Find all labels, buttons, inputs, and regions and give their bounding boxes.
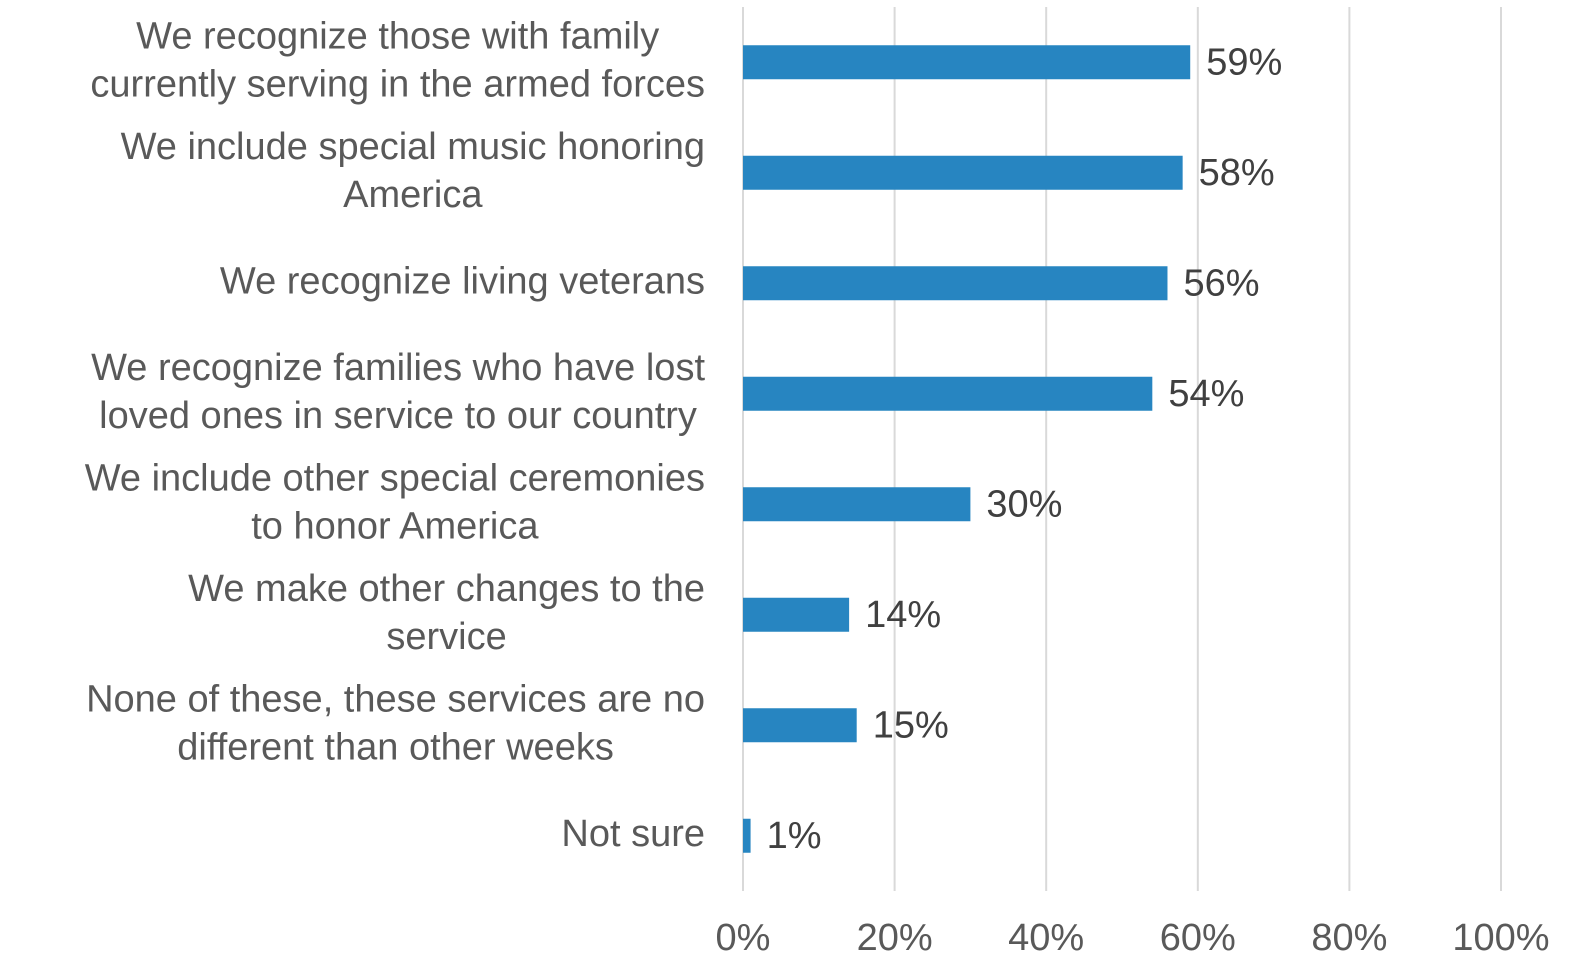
y-tick-label-line: to honor America	[251, 505, 539, 547]
y-tick-label: We include other special ceremonies to ho…	[85, 457, 705, 547]
y-tick-label-line: We include special music honoring	[121, 126, 705, 168]
value-label: 30%	[986, 483, 1062, 525]
y-tick-label-line: service	[386, 616, 506, 658]
bar	[743, 708, 857, 743]
y-tick-label: Not sure	[561, 813, 705, 855]
y-tick-label: None of these, these services are no diff…	[86, 678, 705, 768]
value-label: 58%	[1199, 152, 1275, 194]
y-tick-label-line: We include other special ceremonies	[85, 457, 705, 499]
y-tick-label: We include special music honoring America	[121, 126, 705, 216]
y-tick-label: We recognize living veterans	[220, 260, 705, 302]
x-tick-label: 80%	[1311, 917, 1387, 959]
bar	[743, 597, 850, 632]
y-tick-label-line: different than other weeks	[177, 726, 614, 768]
value-label: 54%	[1168, 373, 1244, 415]
y-tick-label-line: None of these, these services are no	[86, 678, 705, 720]
bar	[743, 45, 1191, 80]
value-label: 14%	[865, 594, 941, 636]
value-label: 56%	[1183, 262, 1259, 304]
value-label: 1%	[767, 815, 822, 857]
y-tick-label-line: We recognize those with family	[136, 15, 659, 57]
bar	[743, 266, 1168, 301]
value-label: 15%	[873, 704, 949, 746]
bar	[743, 376, 1153, 411]
y-tick-label-line: America	[343, 174, 483, 216]
y-tick-label-line: loved ones in service to our country	[99, 395, 697, 437]
bar	[743, 155, 1183, 190]
y-tick-label: We recognize those with family currently …	[90, 15, 705, 105]
y-tick-label-line: We make other changes to the	[188, 568, 705, 610]
y-tick-label-line: currently serving in the armed forces	[90, 63, 705, 105]
y-tick-label-line: We recognize families who have lost	[91, 347, 705, 389]
y-tick-label-line: Not sure	[561, 813, 705, 855]
bar	[743, 818, 751, 853]
value-label: 59%	[1206, 41, 1282, 83]
y-tick-label-line: We recognize living veterans	[220, 260, 705, 302]
y-tick-label: We make other changes to the service	[188, 568, 705, 658]
y-tick-label: We recognize families who have lost loved…	[91, 347, 705, 437]
x-tick-label: 20%	[857, 917, 933, 959]
x-tick-label: 100%	[1452, 917, 1549, 959]
x-tick-label: 40%	[1008, 917, 1084, 959]
x-tick-label: 0%	[716, 917, 771, 959]
x-tick-label: 60%	[1160, 917, 1236, 959]
bar	[743, 487, 971, 522]
